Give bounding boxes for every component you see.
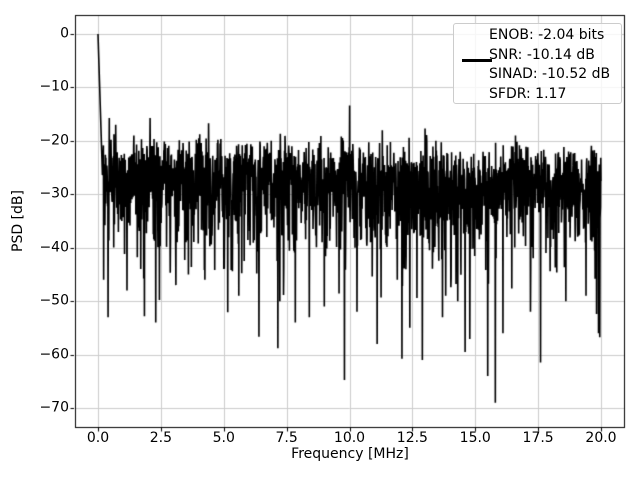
x-tick-label: 7.5 — [275, 430, 298, 446]
x-axis-label: Frequency [MHz] — [291, 446, 409, 462]
x-tick-label: 0.0 — [86, 430, 110, 446]
legend-line-sample-icon — [462, 59, 492, 62]
y-tick-label: −60 — [39, 346, 69, 363]
y-tick-label: −30 — [39, 185, 69, 202]
x-tick-label: 10.0 — [333, 430, 366, 446]
legend-entry-snr: SNR: -10.14 dB — [489, 46, 595, 63]
x-tick-label: 15.0 — [459, 430, 491, 446]
x-tick-label: 20.0 — [585, 430, 617, 446]
y-tick-label: −40 — [39, 239, 69, 256]
y-tick-label: −70 — [39, 399, 69, 416]
legend-entry-sfdr: SFDR: 1.17 — [489, 85, 567, 102]
legend-text-block: ENOB: -2.04 bits SNR: -10.14 dB SINAD: -… — [489, 26, 610, 104]
y-axis-label: PSD [dB] — [10, 190, 26, 252]
x-tick-label: 17.5 — [522, 430, 554, 446]
x-tick-label: 2.5 — [149, 430, 173, 446]
y-tick-label: −10 — [39, 78, 69, 95]
y-tick-label: −20 — [39, 132, 69, 149]
legend: ENOB: -2.04 bits SNR: -10.14 dB SINAD: -… — [453, 23, 622, 104]
y-tick-label: 0 — [60, 25, 69, 42]
x-tick-label: 5.0 — [212, 430, 235, 446]
y-tick-label: −50 — [39, 292, 69, 309]
legend-entry-sinad: SINAD: -10.52 dB — [489, 66, 611, 82]
x-tick-label: 12.5 — [396, 430, 428, 446]
legend-entry-enob: ENOB: -2.04 bits — [489, 27, 605, 43]
